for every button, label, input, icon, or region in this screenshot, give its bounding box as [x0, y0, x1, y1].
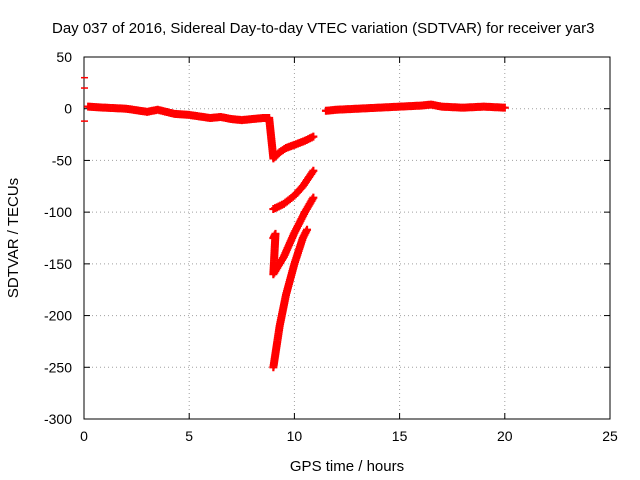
chart-title: Day 037 of 2016, Sidereal Day-to-day VTE…	[52, 20, 594, 37]
y-axis-label: SDTVAR / TECUs	[5, 178, 22, 298]
y-tick-label: -150	[44, 256, 72, 272]
y-tick-label: -100	[44, 204, 72, 220]
y-tick-label: -300	[44, 411, 72, 427]
x-axis-label: GPS time / hours	[290, 458, 404, 475]
y-tick-label: 50	[56, 49, 72, 65]
data-marks	[81, 76, 509, 372]
data-point	[303, 225, 312, 234]
y-tick-label: 0	[64, 101, 72, 117]
x-tick-label: 15	[392, 428, 408, 444]
x-tick-label: 20	[497, 428, 513, 444]
y-tick-label: -200	[44, 308, 72, 324]
x-tick-label: 25	[602, 428, 618, 444]
data-point	[309, 166, 318, 175]
data-point	[309, 193, 318, 202]
y-tick-label: -50	[52, 152, 72, 168]
data-point	[500, 103, 509, 112]
y-tick-label: -250	[44, 359, 72, 375]
x-tick-label: 5	[185, 428, 193, 444]
x-tick-label: 0	[80, 428, 88, 444]
x-tick-label: 10	[287, 428, 303, 444]
axis-ticks: 0 5 10 15 20 25 50 0 -50 -100 -150 -200 -250 -300	[44, 49, 618, 444]
data-point	[309, 132, 318, 141]
plot-frame	[83, 56, 611, 420]
